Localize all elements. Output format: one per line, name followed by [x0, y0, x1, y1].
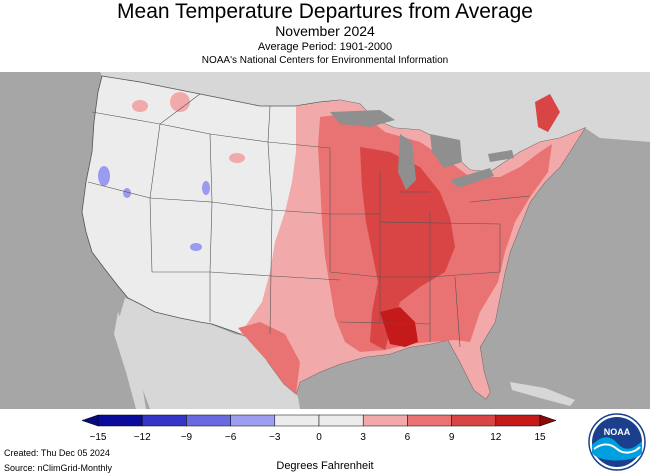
warm-spot-wyoming [229, 153, 245, 163]
lake-ontario [488, 150, 514, 162]
legend-arrow-right [539, 414, 557, 427]
legend-swatch [186, 414, 231, 427]
legend-tick-label: 0 [316, 432, 322, 443]
lake-michigan [398, 134, 416, 190]
legend-tick-label: 12 [490, 432, 502, 443]
color-legend: −15 −12 −9 −6 −3 0 3 6 9 12 15 [0, 412, 650, 448]
logo-text: NOAA [604, 427, 631, 437]
warm-region-peak-gulf [380, 307, 418, 347]
data-source: Source: nClimGrid-Monthly [4, 463, 113, 473]
map-title: Mean Temperature Departures from Average [117, 0, 533, 23]
mexico [118, 298, 300, 409]
legend-tick-label: −3 [269, 432, 281, 443]
legend-swatch [362, 414, 408, 427]
baja-california [114, 312, 146, 409]
us-temperature-map [0, 72, 650, 409]
legend-swatch [97, 414, 143, 427]
cool-spot-4 [190, 243, 202, 251]
legend-tick-label: 9 [449, 432, 455, 443]
legend-tick-label: −9 [181, 432, 193, 443]
average-period: Average Period: 1901-2000 [257, 41, 393, 53]
legend-units: Degrees Fahrenheit [276, 460, 374, 472]
warm-spot-montana [170, 92, 190, 112]
legend-swatches [81, 414, 557, 427]
legend-swatch [451, 414, 497, 427]
cuba [510, 382, 575, 406]
canada [0, 72, 650, 172]
cool-spot-3 [202, 181, 210, 195]
state-boundaries [87, 93, 531, 348]
legend-tick-label: −6 [225, 432, 237, 443]
legend-swatch [495, 414, 541, 427]
legend-tick-label: −12 [134, 432, 151, 443]
legend-swatch [230, 414, 276, 427]
warm-spot-washington [132, 100, 148, 112]
created-date: Created: Thu Dec 05 2024 [4, 448, 110, 458]
map-subtitle: November 2024 [275, 23, 375, 39]
lake-erie [450, 168, 494, 188]
legend-swatch [318, 414, 364, 427]
legend-svg: −15 −12 −9 −6 −3 0 3 6 9 12 15 [81, 414, 557, 443]
legend-tick-label: 6 [405, 432, 411, 443]
map-panel [0, 72, 650, 409]
lake-huron [430, 134, 462, 168]
cool-spot-2 [123, 188, 131, 198]
cool-spot-1 [98, 166, 110, 186]
legend-ticks: −15 −12 −9 −6 −3 0 3 6 9 12 15 [90, 432, 546, 443]
warm-region-maine [535, 94, 560, 132]
agency-line: NOAA's National Centers for Environmenta… [201, 55, 449, 66]
legend-arrow-left [81, 414, 99, 427]
lake-superior [330, 110, 395, 127]
legend-swatch [407, 414, 452, 427]
noaa-logo: NOAA [588, 413, 646, 471]
legend-tick-label: 3 [360, 432, 366, 443]
warm-region-texas [238, 322, 300, 394]
legend-swatch [274, 414, 320, 427]
warm-region-strong-midwest [360, 147, 455, 350]
legend-tick-label: −15 [90, 432, 107, 443]
legend-swatch [141, 414, 187, 427]
legend-tick-label: 15 [534, 432, 546, 443]
